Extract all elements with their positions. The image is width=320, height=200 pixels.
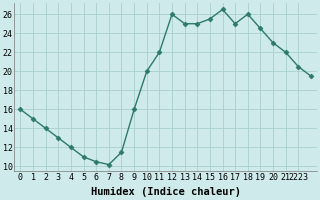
- X-axis label: Humidex (Indice chaleur): Humidex (Indice chaleur): [91, 187, 241, 197]
